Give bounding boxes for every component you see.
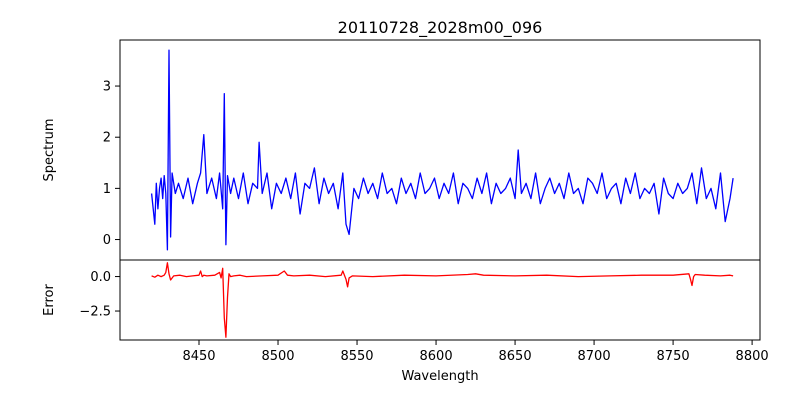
x-tick-label: 8500: [261, 349, 294, 364]
x-tick-label: 8450: [182, 349, 215, 364]
spectrum-series-line: [150, 49, 734, 251]
error-series-line: [151, 262, 734, 338]
error-y-axis-label: Error: [42, 284, 57, 316]
error-panel: 0.0 −2.5 8450 8500 8550 8600 8650 8700 8750 8800…: [42, 259, 769, 384]
spectrum-y-tick-label: 2: [103, 131, 111, 146]
error-y-tick-label: −2.5: [79, 305, 111, 320]
x-tick-label: 8550: [340, 349, 373, 364]
spectrum-series: [150, 49, 734, 251]
error-y-axis: 0.0 −2.5: [79, 270, 120, 320]
error-series: [151, 262, 734, 338]
error-y-tick-label: 0.0: [90, 270, 111, 285]
error-axes-frame: [119, 259, 761, 341]
chart-title: 20110728_2028m00_096: [338, 18, 543, 38]
error-x-axis: 8450 8500 8550 8600 8650 8700 8750 8800: [182, 340, 769, 364]
spectrum-y-tick-label: 0: [103, 233, 111, 248]
x-tick-label: 8600: [420, 349, 453, 364]
x-tick-label: 8700: [578, 349, 611, 364]
x-tick-label: 8650: [499, 349, 532, 364]
x-axis-label: Wavelength: [401, 369, 478, 384]
x-tick-label: 8750: [657, 349, 690, 364]
spectrum-y-tick-label: 1: [103, 182, 111, 197]
spectrum-panel: 0 1 2 3 Spectrum: [42, 39, 761, 261]
spectrum-y-tick-label: 3: [103, 80, 111, 95]
x-tick-label: 8800: [736, 349, 769, 364]
spectrum-axes-frame: [119, 39, 761, 261]
spectrum-y-axis: 0 1 2 3: [103, 80, 120, 248]
spectrum-y-axis-label: Spectrum: [42, 119, 57, 182]
